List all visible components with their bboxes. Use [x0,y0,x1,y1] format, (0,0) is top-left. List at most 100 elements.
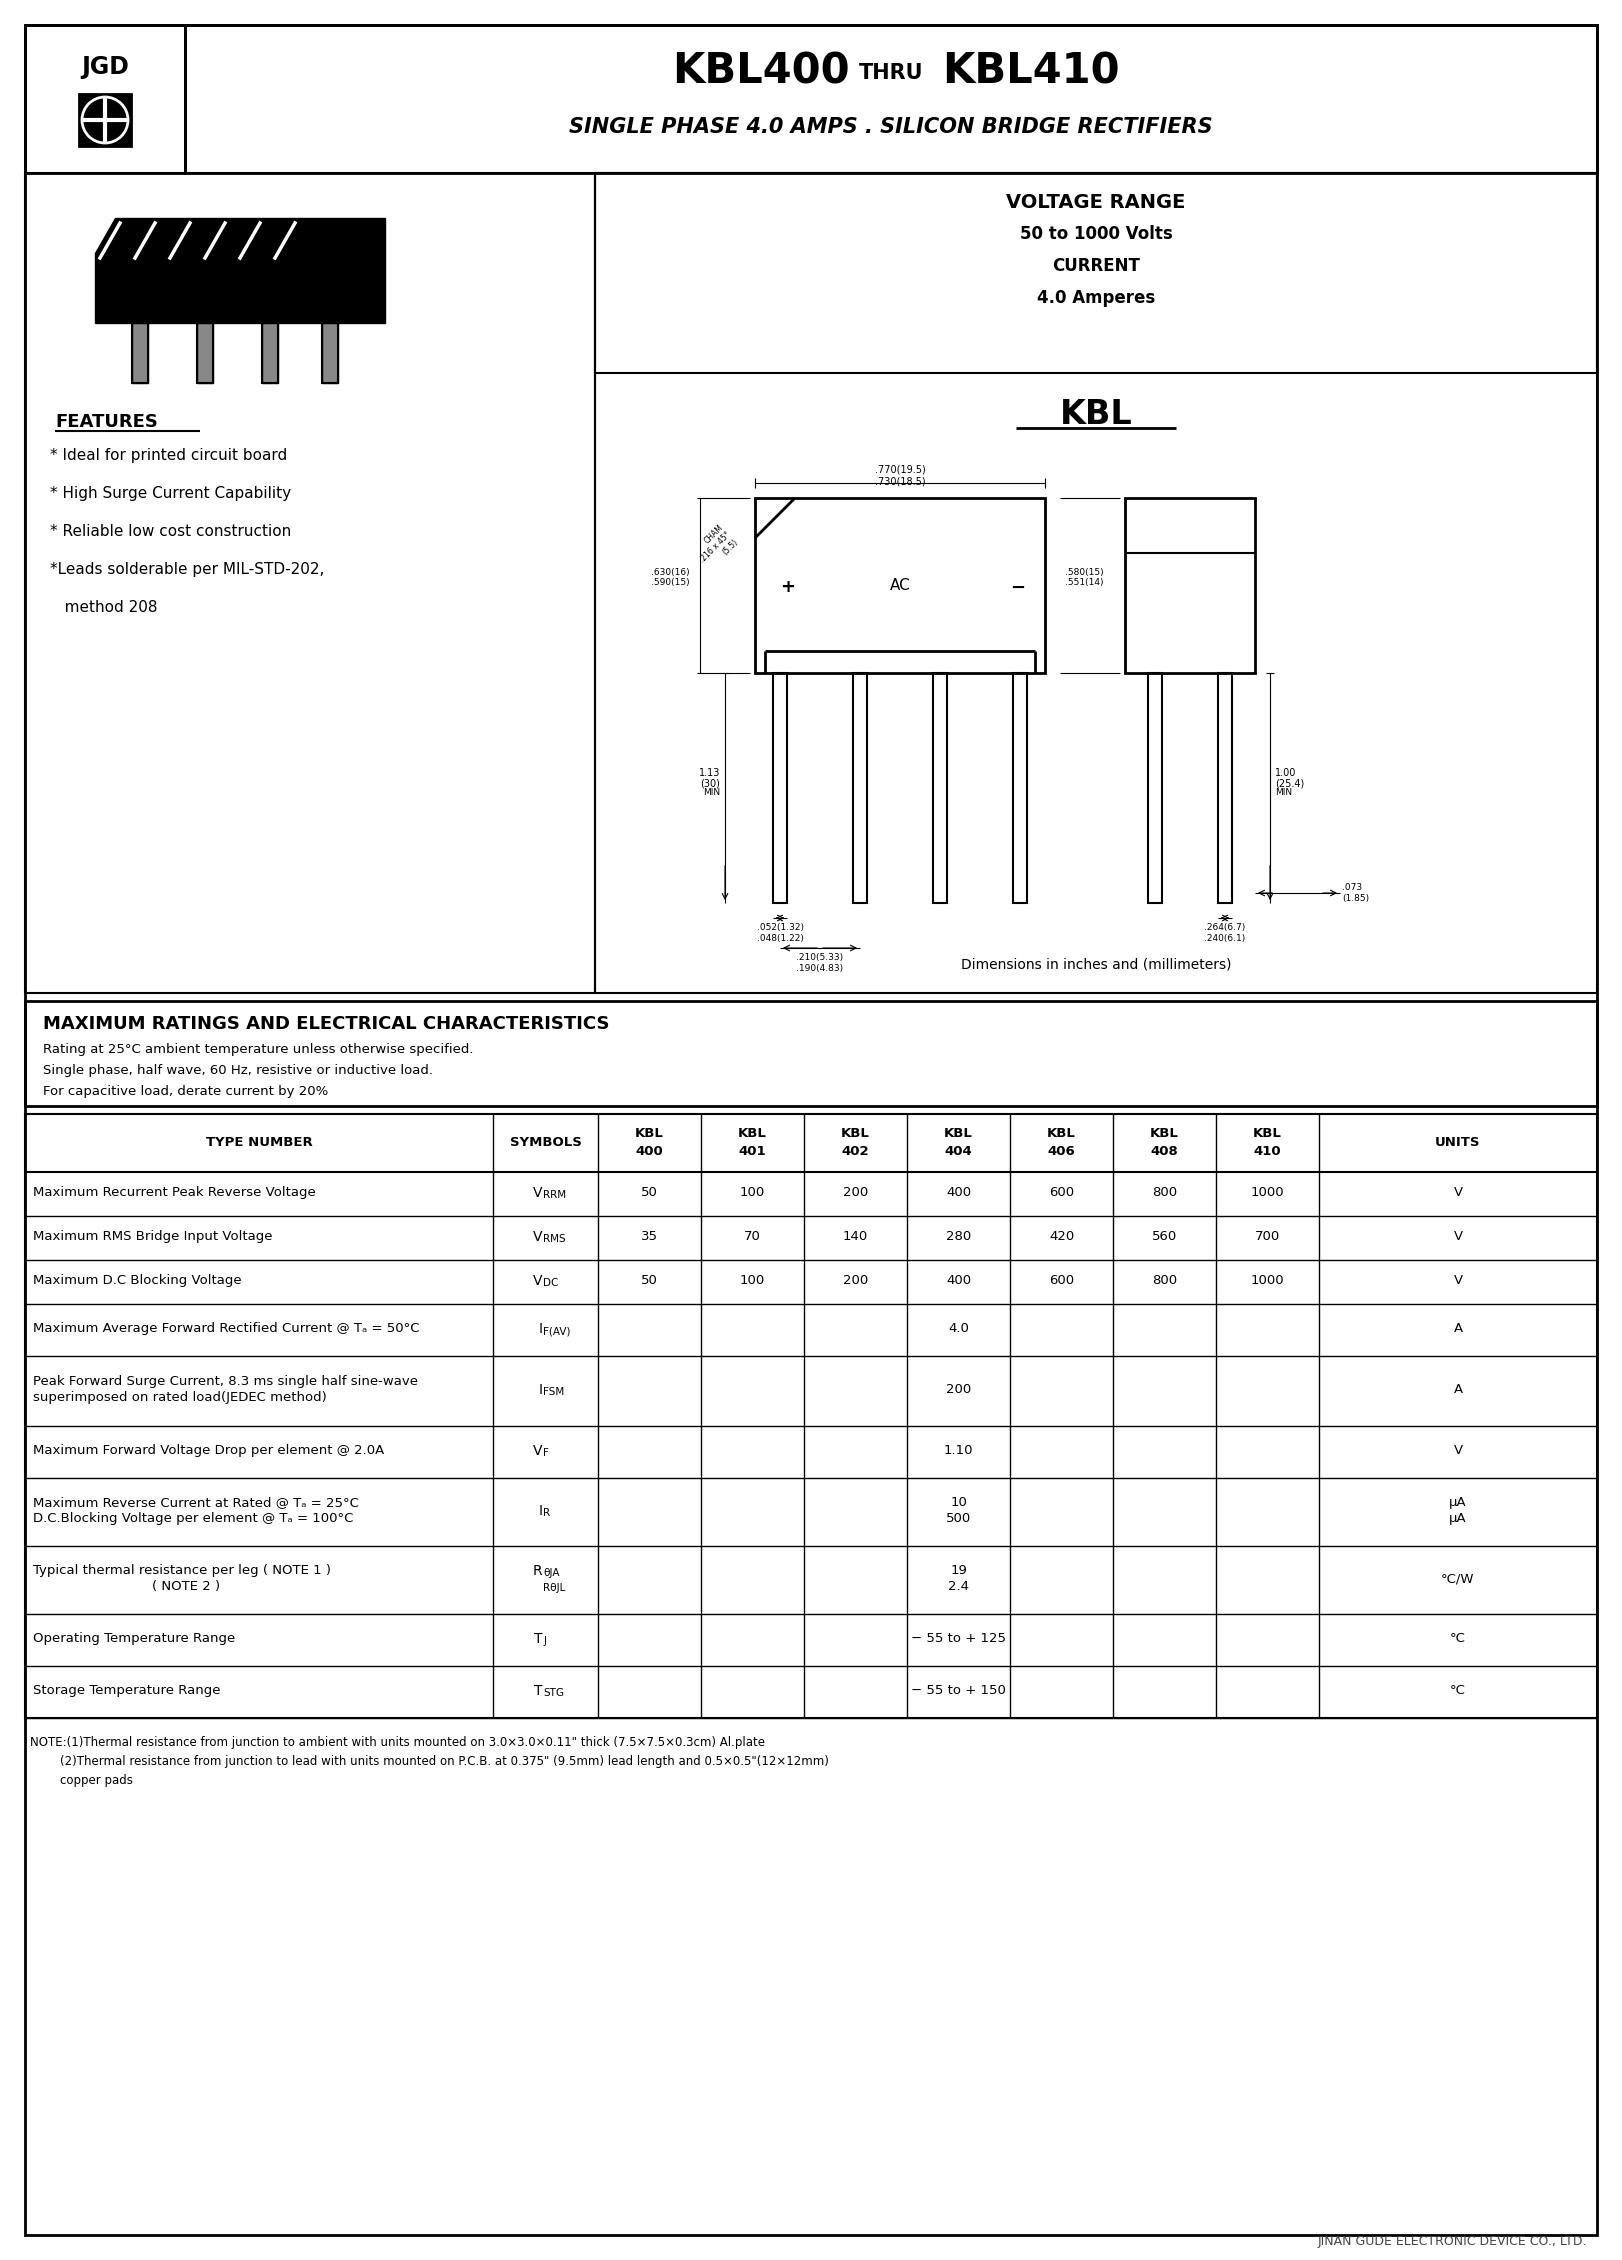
Text: .052(1.32): .052(1.32) [756,922,803,931]
Text: Dimensions in inches and (millimeters): Dimensions in inches and (millimeters) [960,958,1231,972]
Text: 1.10: 1.10 [944,1444,973,1458]
Text: 600: 600 [1049,1186,1074,1200]
Bar [323,323,337,382]
Bar [24,25,185,174]
Bar [24,174,595,992]
Bar [933,673,947,904]
Text: 19: 19 [950,1564,967,1577]
Text: Maximum D.C Blocking Voltage: Maximum D.C Blocking Voltage [32,1275,242,1286]
Text: 4.0 Amperes: 4.0 Amperes [1036,289,1155,307]
Text: 401: 401 [738,1146,766,1157]
Text: 100: 100 [740,1186,766,1200]
Text: 500: 500 [946,1512,972,1526]
Text: For capacitive load, derate current by 20%: For capacitive load, derate current by 2… [44,1085,328,1098]
Text: 800: 800 [1152,1186,1178,1200]
Text: θJA: θJA [543,1568,560,1577]
Text: 50: 50 [641,1275,659,1286]
Text: V: V [1453,1275,1463,1286]
Text: °C: °C [1450,1684,1466,1697]
Text: R: R [534,1564,542,1577]
Text: Rating at 25°C ambient temperature unless otherwise specified.: Rating at 25°C ambient temperature unles… [44,1044,474,1055]
Text: .190(4.83): .190(4.83) [796,965,843,974]
Text: 1000: 1000 [1251,1275,1285,1286]
Bar [131,323,148,382]
Bar [1148,673,1161,904]
Text: 1.13: 1.13 [699,768,720,777]
Text: V: V [534,1275,542,1288]
Text: .210(5.33): .210(5.33) [796,954,843,963]
Text: .048(1.22): .048(1.22) [756,933,803,942]
Text: * Ideal for printed circuit board: * Ideal for printed circuit board [50,447,287,463]
Text: (1.85): (1.85) [1341,895,1369,904]
Bar [79,95,131,147]
Text: superimposed on rated load(JEDEC method): superimposed on rated load(JEDEC method) [32,1390,326,1403]
Text: STG: STG [543,1688,564,1697]
Text: V: V [534,1444,542,1458]
Text: RRM: RRM [543,1191,566,1200]
Text: Peak Forward Surge Current, 8.3 ms single half sine-wave: Peak Forward Surge Current, 8.3 ms singl… [32,1374,418,1388]
Text: KBL: KBL [636,1128,663,1139]
Text: KBL: KBL [842,1128,869,1139]
Text: .240(6.1): .240(6.1) [1205,933,1246,942]
Text: T: T [534,1632,542,1645]
Text: (30): (30) [701,780,720,789]
Text: 200: 200 [946,1383,972,1397]
Text: 402: 402 [842,1146,869,1157]
Bar [24,1114,1598,1718]
Text: μA: μA [1448,1496,1466,1510]
Text: SYMBOLS: SYMBOLS [509,1137,581,1148]
Bar [1218,673,1233,904]
Text: Typical thermal resistance per leg ( NOTE 1 ): Typical thermal resistance per leg ( NOT… [32,1564,331,1577]
Bar [196,323,212,382]
Text: Maximum Average Forward Rectified Current @ Tₐ = 50°C: Maximum Average Forward Rectified Curren… [32,1322,420,1336]
Text: MIN: MIN [1275,789,1293,798]
Text: J: J [543,1636,547,1645]
Text: D.C.Blocking Voltage per element @ Tₐ = 100°C: D.C.Blocking Voltage per element @ Tₐ = … [32,1512,354,1526]
Text: RθJL: RθJL [543,1582,566,1593]
Text: JINAN GUDE ELECTRONIC DEVICE CO., LTD.: JINAN GUDE ELECTRONIC DEVICE CO., LTD. [1317,2235,1586,2249]
Text: .264(6.7): .264(6.7) [1205,922,1246,931]
Bar [97,113,114,129]
Text: I: I [539,1322,542,1336]
Text: −: − [1011,579,1025,597]
Text: (2)Thermal resistance from junction to lead with units mounted on P.C.B. at 0.37: (2)Thermal resistance from junction to l… [29,1756,829,1767]
Text: 35: 35 [641,1229,659,1243]
Bar [1014,673,1027,904]
Text: 408: 408 [1150,1146,1178,1157]
Text: .770(19.5): .770(19.5) [874,466,926,475]
Text: KBL400: KBL400 [672,50,850,93]
Text: 100: 100 [740,1275,766,1286]
Bar [185,25,1598,174]
Text: Single phase, half wave, 60 Hz, resistive or inductive load.: Single phase, half wave, 60 Hz, resistiv… [44,1064,433,1078]
Text: 400: 400 [946,1186,972,1200]
Text: 50 to 1000 Volts: 50 to 1000 Volts [1020,226,1173,244]
Text: − 55 to + 150: − 55 to + 150 [912,1684,1006,1697]
Text: F(AV): F(AV) [543,1327,571,1336]
Text: .551(14): .551(14) [1066,579,1103,588]
Bar [24,1001,1598,1105]
Text: KBL: KBL [944,1128,973,1139]
Text: ( NOTE 2 ): ( NOTE 2 ) [32,1580,221,1593]
Text: V: V [534,1229,542,1243]
Text: 600: 600 [1049,1275,1074,1286]
Bar [1126,497,1255,673]
Text: Maximum Forward Voltage Drop per element @ 2.0A: Maximum Forward Voltage Drop per element… [32,1444,384,1458]
Text: KBL: KBL [1059,398,1132,432]
Text: KBL: KBL [1048,1128,1075,1139]
Bar [263,323,277,382]
Bar [754,497,1045,673]
Text: 420: 420 [1049,1229,1074,1243]
Text: A: A [1453,1322,1463,1336]
Text: * Reliable low cost construction: * Reliable low cost construction [50,524,292,538]
Text: method 208: method 208 [50,599,157,615]
Text: TYPE NUMBER: TYPE NUMBER [206,1137,313,1148]
Text: .073: .073 [1341,884,1362,893]
Text: KBL: KBL [738,1128,767,1139]
Text: NOTE:(1)Thermal resistance from junction to ambient with units mounted on 3.0×3.: NOTE:(1)Thermal resistance from junction… [29,1736,766,1749]
Text: MIN: MIN [702,789,720,798]
Text: R: R [543,1507,550,1519]
Text: Storage Temperature Range: Storage Temperature Range [32,1684,221,1697]
Text: 1.00: 1.00 [1275,768,1296,777]
Bar [853,673,868,904]
Text: Maximum Recurrent Peak Reverse Voltage: Maximum Recurrent Peak Reverse Voltage [32,1186,316,1200]
